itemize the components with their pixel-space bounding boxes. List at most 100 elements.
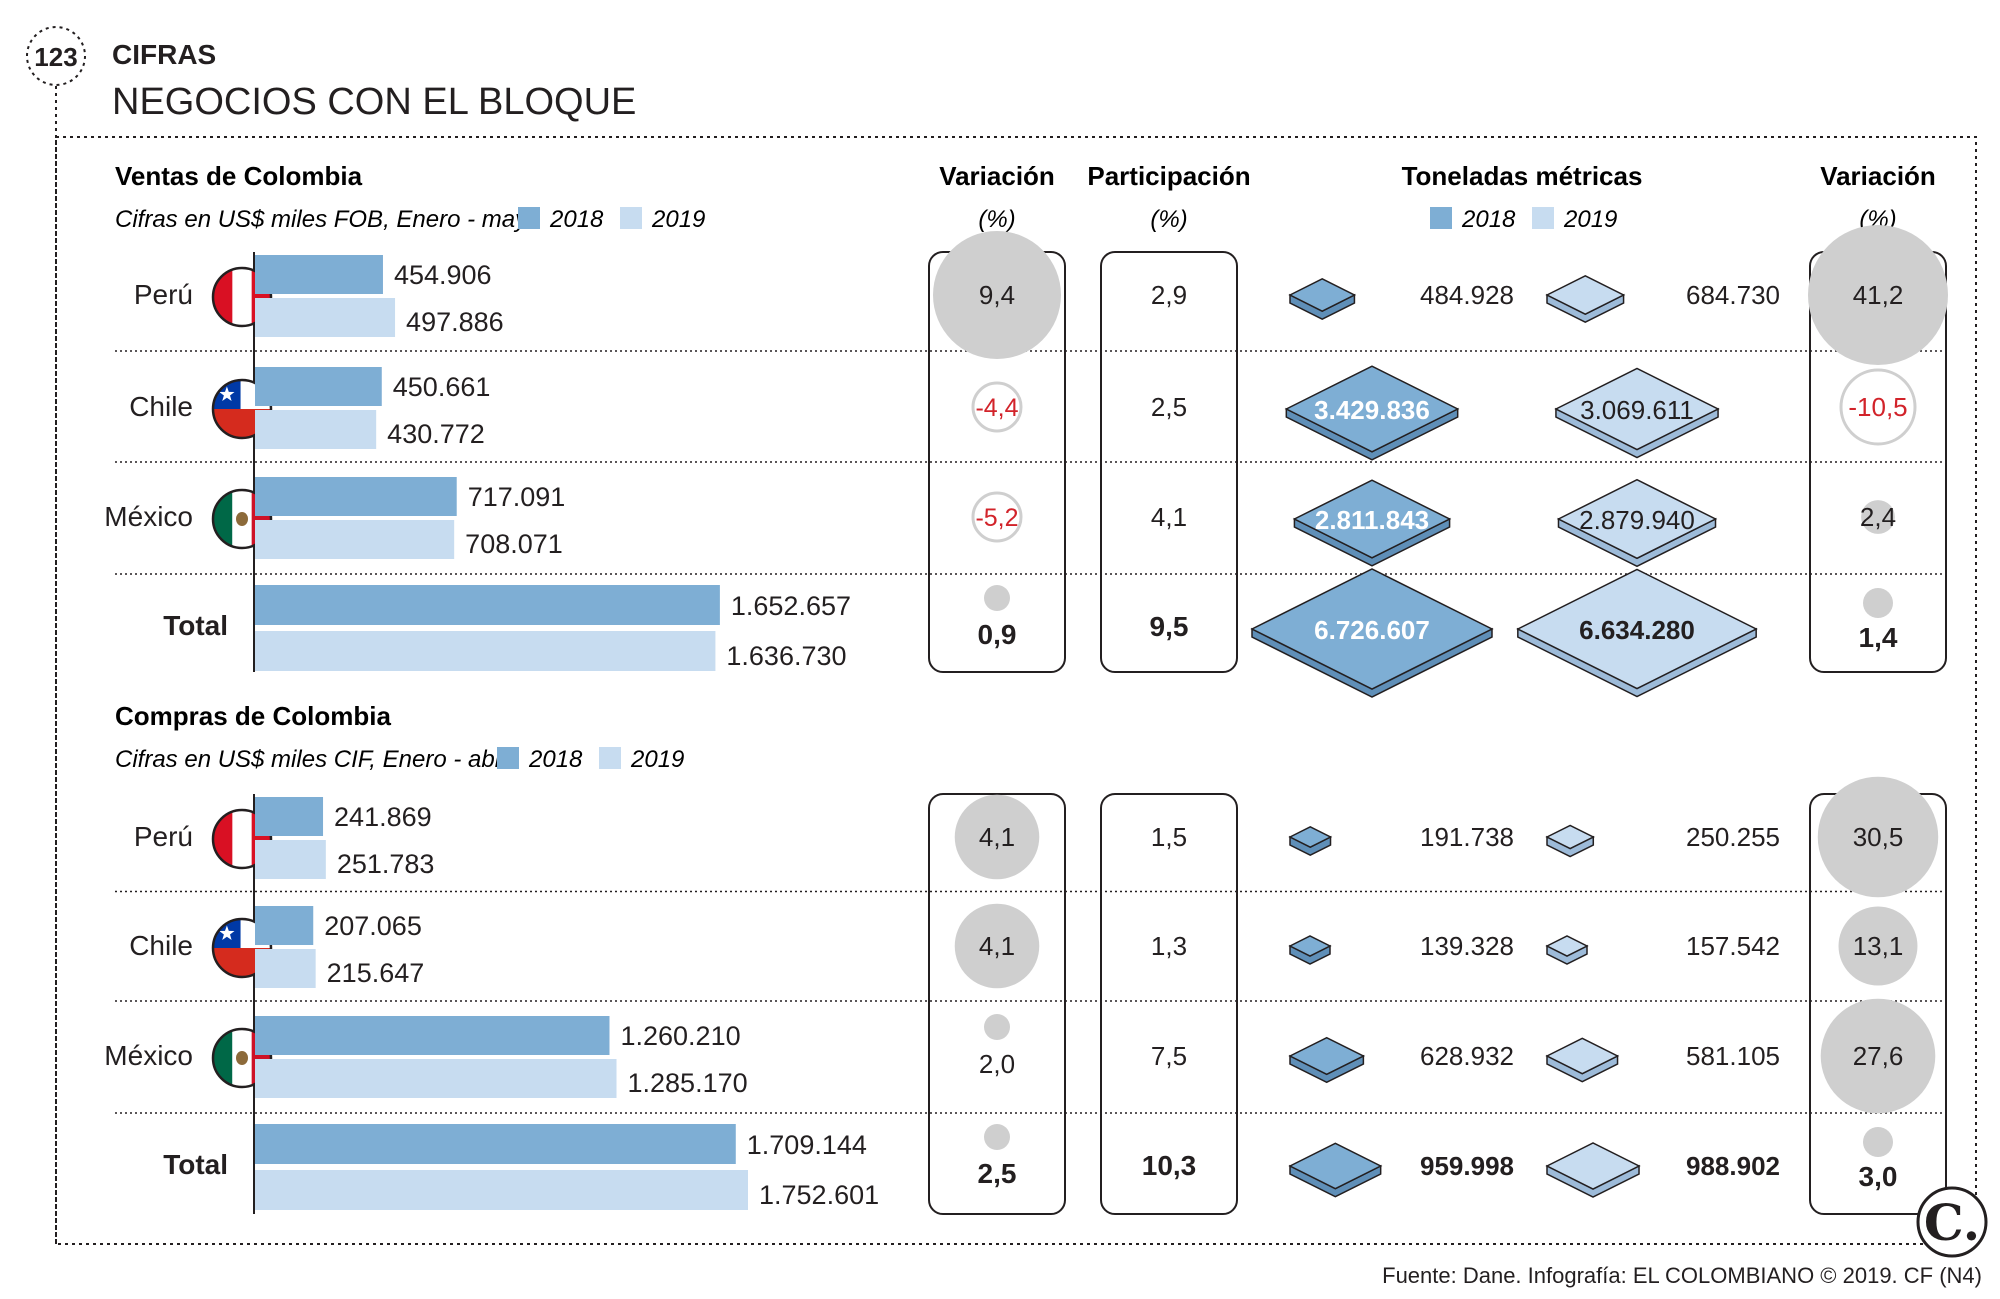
page-number: 123 <box>34 42 77 72</box>
ton-label-2018: 484.928 <box>1420 280 1514 310</box>
bar-2018 <box>255 585 720 625</box>
flag-border <box>211 808 273 870</box>
bar-label-2018: 717.091 <box>468 482 566 512</box>
header-participacion: Participación <box>1087 161 1250 191</box>
variacion-ton-bubble <box>1808 225 1948 365</box>
bar-2018 <box>255 797 324 836</box>
ton-label-2019: 250.255 <box>1686 822 1780 852</box>
participacion-value: 10,3 <box>1142 1150 1197 1181</box>
section-label: CIFRAS <box>112 39 216 70</box>
header-variacion-unit: (%) <box>978 206 1015 233</box>
ton-label-2018: 959.998 <box>1420 1151 1514 1181</box>
ton-diamond-2019 <box>1545 824 1595 850</box>
ton-label-2019: 3.069.611 <box>1580 395 1694 425</box>
row-label: Perú <box>134 279 193 310</box>
content-frame <box>55 136 1977 1245</box>
bar-2018 <box>255 477 457 516</box>
variacion-ton-value: 2,4 <box>1860 502 1896 532</box>
ton-diamond-2019 <box>1516 568 1758 690</box>
flag-border <box>211 488 273 550</box>
ton-diamond-2018 <box>1288 935 1332 957</box>
variacion-ton-value: 30,5 <box>1853 822 1904 852</box>
section-title: Ventas de Colombia <box>115 161 363 191</box>
legend-label-2019: 2019 <box>630 746 684 773</box>
flag-border <box>211 1027 273 1089</box>
column-headers: Variación (%) Participación (%) Tonelada… <box>939 161 1936 233</box>
section-ventas: Perú 454.906 497.886 9,4 2,9 484.928 684.730 41… <box>104 225 1948 698</box>
bar-label-2018: 1.260.210 <box>620 1021 740 1051</box>
participacion-box <box>1100 793 1238 1215</box>
participacion-value: 1,3 <box>1151 931 1187 961</box>
section-compras: Perú 241.869 251.783 4,1 1,5 191.738 250.255 30… <box>104 776 1947 1215</box>
data-panels: Perú 454.906 497.886 9,4 2,9 484.928 684.730 41… <box>104 225 1948 1215</box>
header-toneladas: Toneladas métricas <box>1402 161 1643 191</box>
variacion-bubble <box>984 1014 1010 1040</box>
ton-label-2019: 988.902 <box>1686 1151 1780 1181</box>
section-subtitle: Cifras en US$ miles FOB, Enero - mayo <box>115 206 540 233</box>
flag-star <box>219 386 235 401</box>
bar-label-2019: 215.647 <box>327 958 425 988</box>
row-label: Total <box>163 610 228 641</box>
variacion-ton-bubble <box>1817 776 1939 898</box>
section-compras-heading: Compras de Colombia Cifras en US$ miles … <box>115 701 684 773</box>
ton-label-2018: 191.738 <box>1420 822 1514 852</box>
variacion-bubble <box>971 381 1023 433</box>
variacion-ton-value: -10,5 <box>1848 392 1907 422</box>
ton-diamond-2019 <box>1545 275 1626 315</box>
ton-diamond-2019 <box>1545 935 1589 957</box>
variacion-bubble <box>933 231 1061 359</box>
bar-2019 <box>255 298 396 337</box>
header-variacion-ton: Variación <box>1820 161 1936 191</box>
table-row: México 717.091 708.071 -5,2 4,1 2.811.843 2.87… <box>104 477 1896 568</box>
ton-diamond-2018 <box>1292 479 1452 559</box>
participacion-value: 4,1 <box>1151 502 1187 532</box>
legend-label-2018: 2018 <box>528 746 583 773</box>
ton-label-2018: 139.328 <box>1420 931 1514 961</box>
row-label: Chile <box>129 391 193 422</box>
bar-2019 <box>255 840 326 879</box>
ton-label-2018: 628.932 <box>1420 1041 1514 1071</box>
bar-label-2018: 1.709.144 <box>747 1130 867 1160</box>
table-row: Chile 207.065 215.647 4,1 1,3 139.328 157.542 1… <box>129 903 1918 989</box>
participacion-value: 9,5 <box>1150 611 1189 642</box>
variacion-value: -4,4 <box>975 394 1018 422</box>
flag-border <box>211 266 273 328</box>
row-label: Chile <box>129 930 193 961</box>
participacion-value: 2,5 <box>1151 392 1187 422</box>
bar-2018 <box>255 1124 736 1164</box>
bar-label-2019: 251.783 <box>337 849 435 879</box>
brand-logo-circle <box>1916 1186 1988 1258</box>
legend-label-2018: 2018 <box>549 206 604 233</box>
variacion-bubble <box>954 903 1040 989</box>
legend-label-ton-2018: 2018 <box>1461 206 1516 233</box>
bar-2019 <box>255 631 716 671</box>
bar-label-2018: 241.869 <box>334 802 432 832</box>
variacion-ton-value: 13,1 <box>1853 931 1904 961</box>
bar-label-2019: 1.636.730 <box>726 641 846 671</box>
bar-2018 <box>255 906 314 945</box>
variacion-value: 4,1 <box>979 931 1015 961</box>
variacion-value: 0,9 <box>978 619 1017 650</box>
legend-swatch-2018 <box>518 207 540 229</box>
ton-diamond-2019 <box>1556 478 1718 560</box>
bar-2018 <box>255 1016 610 1055</box>
legend-swatch-ton-2018 <box>1430 207 1452 229</box>
variacion-ton-value: 3,0 <box>1859 1161 1898 1192</box>
bar-label-2019: 430.772 <box>387 419 485 449</box>
variacion-bubble <box>984 1124 1010 1150</box>
flag-border <box>211 378 273 440</box>
ton-diamond-2018 <box>1284 365 1460 453</box>
ton-label-2019: 157.542 <box>1686 931 1780 961</box>
row-label: México <box>104 501 193 532</box>
ton-label-2018: 6.726.607 <box>1314 615 1430 645</box>
variacion-ton-bubble <box>1838 906 1918 986</box>
variacion-value: 2,0 <box>979 1049 1015 1079</box>
table-row: Perú 454.906 497.886 9,4 2,9 484.928 684.730 41… <box>134 225 1948 365</box>
ton-label-2018: 2.811.843 <box>1315 505 1429 535</box>
legend-swatch-ton-2019 <box>1532 207 1554 229</box>
table-row: Total 1.652.657 1.636.730 0,9 9,5 6.726.607 6.… <box>163 568 1898 698</box>
flag-star <box>219 925 235 940</box>
flag-border <box>211 917 273 979</box>
bar-2019 <box>255 949 316 988</box>
